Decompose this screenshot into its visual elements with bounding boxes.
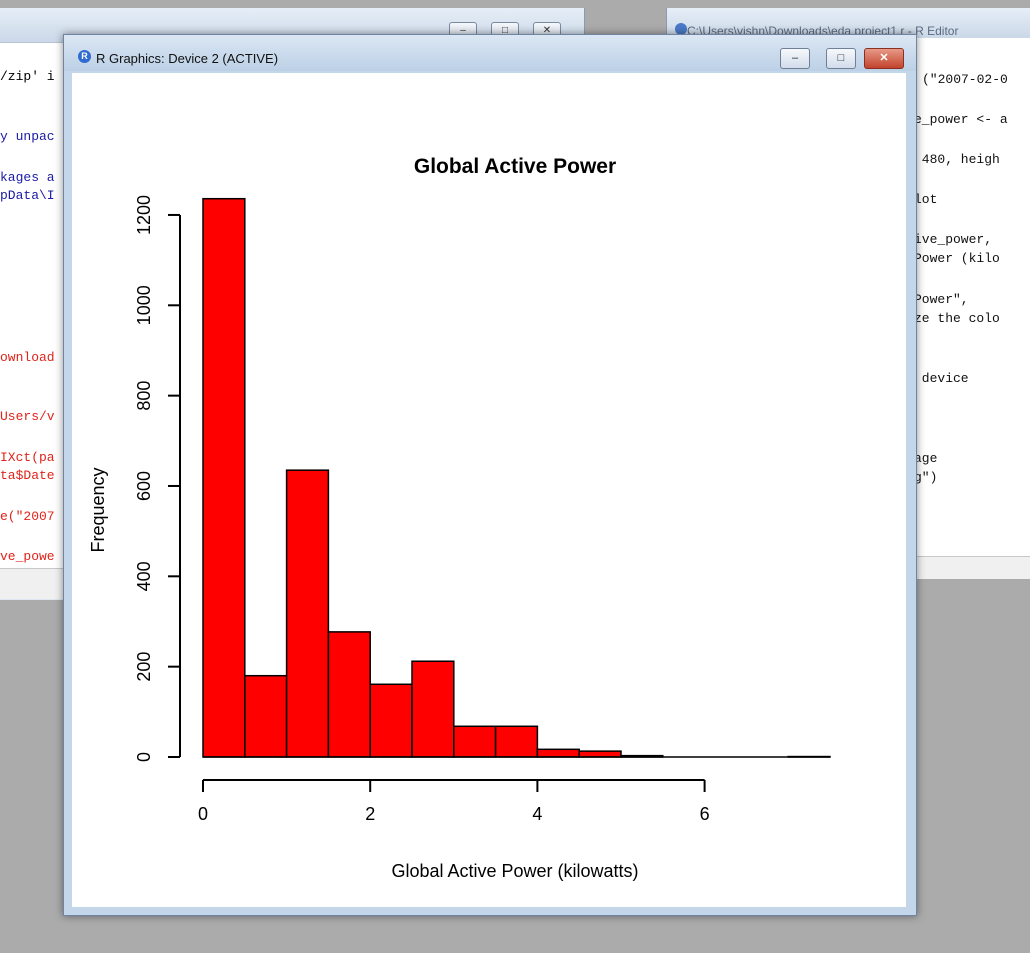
editor-line: ze the colo <box>914 311 1000 326</box>
histogram-bar <box>536 748 580 758</box>
x-tick-label: 2 <box>365 804 375 824</box>
editor-line: ("2007-02-0 <box>922 72 1008 87</box>
console-line: y unpac <box>0 129 55 144</box>
editor-titlebar: C:\Users\vishn\Downloads\eda project1.r … <box>667 8 1030 38</box>
editor-line: device <box>914 371 969 386</box>
console-line: kages a <box>0 170 55 185</box>
minimize-button[interactable]: – <box>780 48 810 69</box>
console-line: pData\I <box>0 188 55 203</box>
x-axis-label: Global Active Power (kilowatts) <box>391 861 638 881</box>
console-line: ta$Date <box>0 468 55 483</box>
console-line: e("2007 <box>0 509 55 524</box>
editor-line: e_power <- a <box>914 112 1008 127</box>
histogram-chart: Global Active Power Global Active Power … <box>88 155 831 881</box>
editor-line: g") <box>914 470 938 485</box>
graphics-window-title: R Graphics: Device 2 (ACTIVE) <box>96 51 279 66</box>
x-tick-label: 4 <box>532 804 542 824</box>
histogram-bar <box>285 469 330 758</box>
close-button[interactable]: ✕ <box>864 48 904 69</box>
y-tick-label: 400 <box>134 561 154 591</box>
histogram-bar <box>453 725 497 758</box>
r-graphics-window: R R Graphics: Device 2 (ACTIVE) – □ ✕ Gl… <box>63 34 917 916</box>
console-line: Users/v <box>0 409 55 424</box>
editor-line: Power", <box>914 292 969 307</box>
chart-title: Global Active Power <box>414 155 616 178</box>
plot-canvas: Global Active Power Global Active Power … <box>72 73 906 907</box>
y-tick-label: 800 <box>134 381 154 411</box>
y-tick-label: 1200 <box>134 195 154 235</box>
console-line: /zip' i <box>0 69 55 84</box>
console-line: ve_powe <box>0 549 55 564</box>
editor-line: 480, heigh <box>914 152 1000 167</box>
y-axis: 0 200 400 600 800 1000 1200 <box>134 195 181 762</box>
histogram-bar <box>578 750 622 758</box>
console-line: ownload <box>0 350 55 365</box>
x-tick-label: 6 <box>700 804 710 824</box>
editor-line: age <box>914 451 938 466</box>
bar-group <box>202 197 831 758</box>
y-tick-label: 0 <box>134 752 154 762</box>
histogram-bar <box>494 725 539 758</box>
histogram-bar <box>202 197 246 758</box>
y-tick-label: 1000 <box>134 285 154 325</box>
r-logo-icon <box>675 23 687 35</box>
r-logo-icon: R <box>78 50 91 63</box>
histogram-bar <box>369 683 413 758</box>
y-tick-label: 200 <box>134 652 154 682</box>
histogram-bar <box>327 631 371 758</box>
x-tick-label: 0 <box>198 804 208 824</box>
console-line: IXct(pa <box>0 450 55 465</box>
histogram-bar <box>244 674 288 758</box>
maximize-button[interactable]: □ <box>826 48 856 69</box>
editor-line: lot <box>914 192 938 207</box>
graphics-titlebar[interactable]: R R Graphics: Device 2 (ACTIVE) – □ ✕ <box>64 35 916 71</box>
x-axis: 0 2 4 6 <box>198 779 710 824</box>
y-axis-label: Frequency <box>88 467 108 552</box>
y-tick-label: 600 <box>134 471 154 501</box>
editor-line: Power (kilo <box>914 251 1000 266</box>
editor-line: ive_power, <box>914 232 993 247</box>
histogram-bar <box>411 660 455 758</box>
